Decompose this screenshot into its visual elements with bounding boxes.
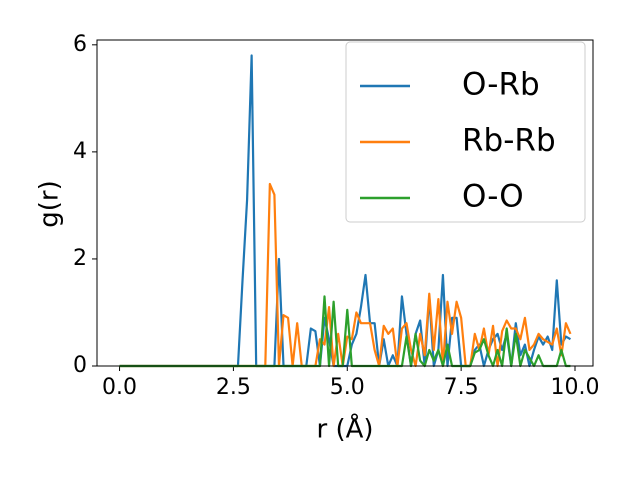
y-axis-label: g(r) (35, 180, 65, 227)
x-tick-label: 7.5 (444, 375, 479, 400)
y-tick-label: 2 (73, 246, 87, 271)
x-axis-label: r (Å) (316, 413, 373, 445)
x-tick-label: 5.0 (330, 375, 365, 400)
legend-label: Rb-Rb (462, 123, 556, 159)
legend: O-Rb Rb-Rb O-O (345, 41, 586, 223)
y-tick-label: 6 (73, 32, 87, 57)
x-tick-label: 10.0 (551, 375, 600, 400)
x-tick-label: 0.0 (102, 375, 137, 400)
x-tick-label: 2.5 (216, 375, 251, 400)
y-tick-label: 4 (73, 139, 87, 164)
legend-label: O-O (462, 179, 524, 215)
y-tick-label: 0 (73, 353, 87, 378)
legend-label: O-Rb (462, 67, 540, 103)
plot-frame (96, 39, 594, 367)
